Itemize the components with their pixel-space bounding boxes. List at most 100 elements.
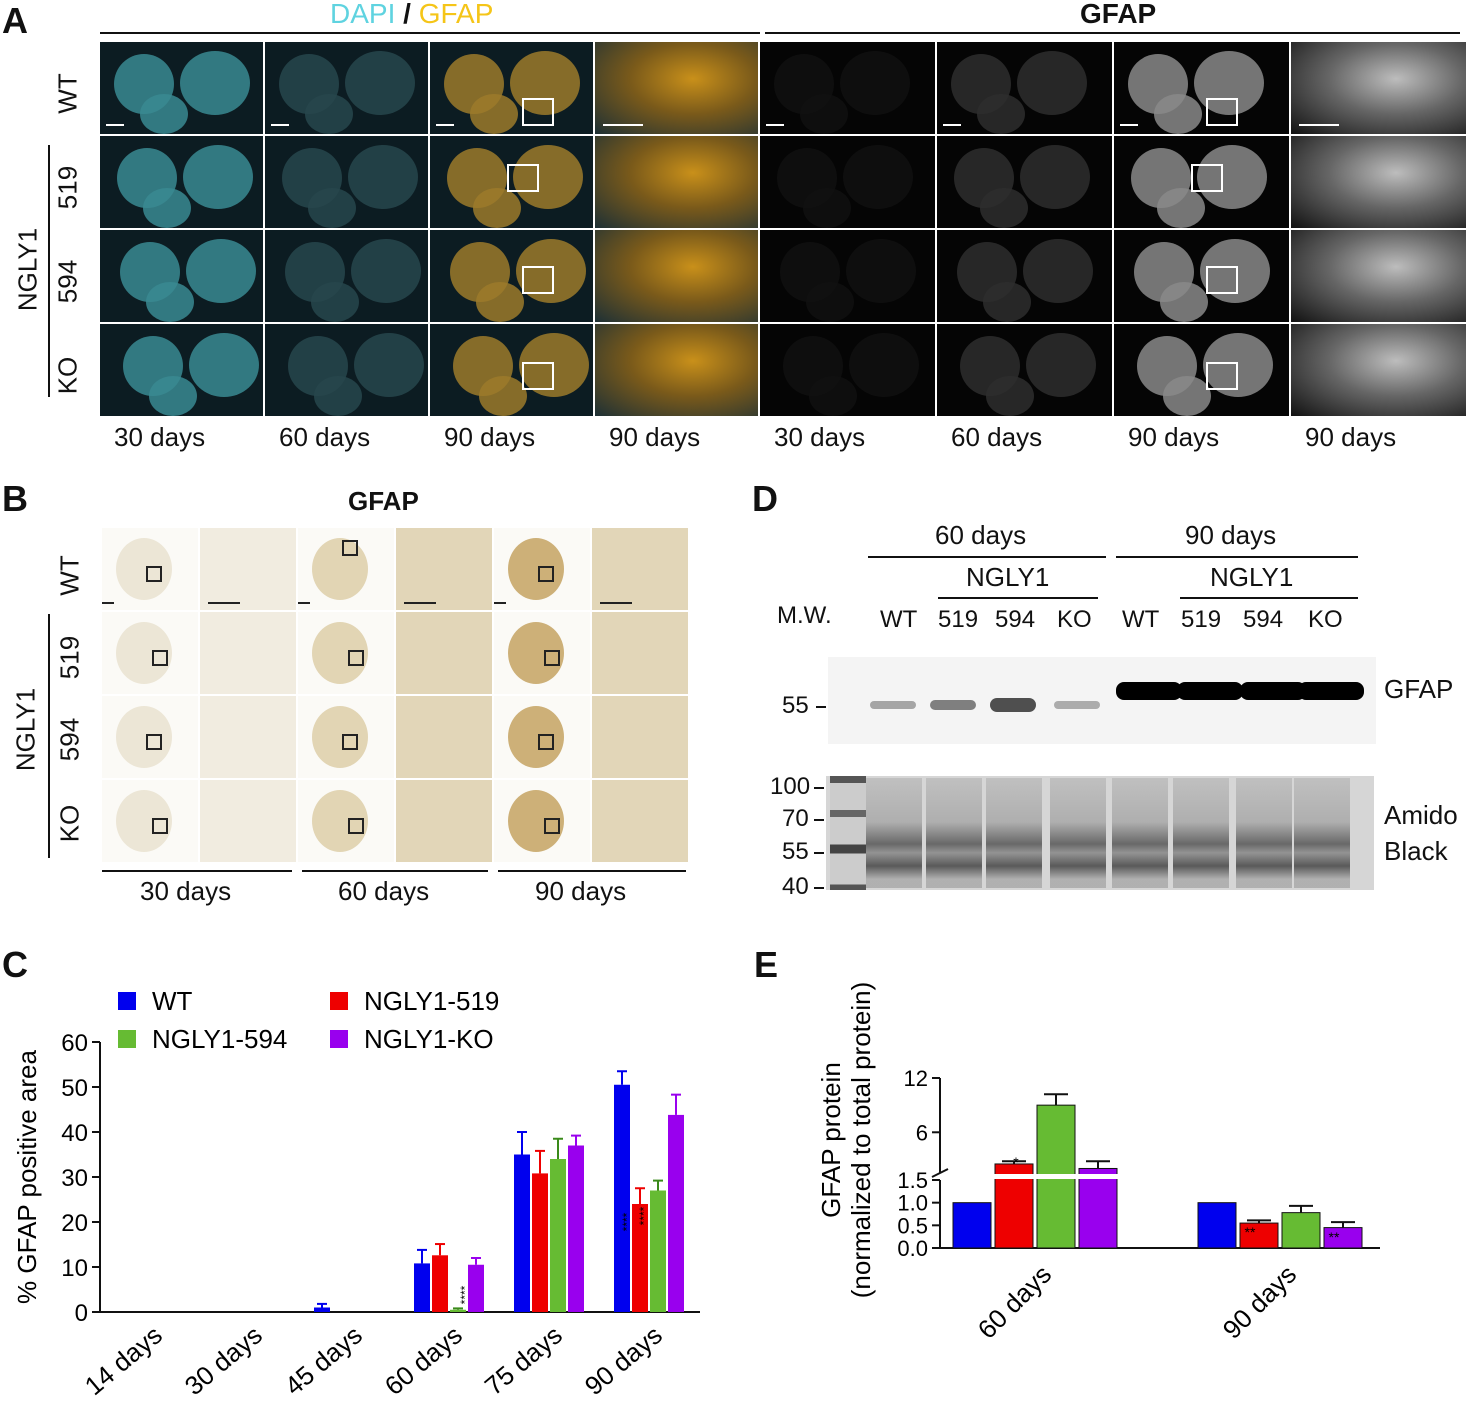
c-significance: **** xyxy=(458,1285,472,1304)
c-legend-swatch xyxy=(330,992,348,1010)
amido-label-2: Black xyxy=(1384,836,1448,866)
zoom-region-box xyxy=(522,98,554,126)
panel-a-image-r1-c1 xyxy=(265,136,428,228)
panel-b-row-594: 594 xyxy=(54,717,85,762)
panel-b-image-r1-c4 xyxy=(494,612,590,694)
amido-marker-lane xyxy=(830,776,866,890)
c-ytick-label: 20 xyxy=(61,1210,88,1237)
e-ytick-label: 6 xyxy=(916,1120,928,1145)
zoom-region-box xyxy=(538,566,554,582)
c-bar-WT-5 xyxy=(614,1084,630,1312)
panel-a-image-r2-c0 xyxy=(100,230,263,322)
panel-a-image-r3-c7 xyxy=(1291,324,1466,416)
panel-b-col-line-60 xyxy=(302,870,488,872)
c-legend-swatch xyxy=(118,992,136,1010)
organoid-section xyxy=(312,622,368,684)
scale-bar xyxy=(943,124,961,126)
organoid-section xyxy=(116,538,172,600)
c-ytick-label: 50 xyxy=(61,1075,88,1102)
panel-a-group-ngly1: NGLY1 xyxy=(12,227,43,312)
panel-d-subline-60 xyxy=(938,597,1098,599)
organoid-blob xyxy=(146,282,194,322)
panel-e-chart: 0.00.51.01.5 6 12 GFAP protein (normalized t… xyxy=(816,982,1380,1345)
panel-b-image-r3-c3 xyxy=(396,780,492,862)
panel-b-col-line-30 xyxy=(102,870,292,872)
panel-b-image-r2-c1 xyxy=(200,696,296,778)
e-ytick-label: 0.0 xyxy=(897,1236,928,1261)
zoom-region-box xyxy=(152,818,168,834)
organoid-section xyxy=(508,790,564,852)
organoid-blob xyxy=(308,188,356,228)
organoid-blob xyxy=(980,188,1028,228)
panel-a-image-r2-c3 xyxy=(595,230,758,322)
panel-b-image-r1-c2 xyxy=(298,612,394,694)
organoid-section xyxy=(116,790,172,852)
e-xtick-label: 60 days xyxy=(972,1259,1058,1345)
c-bar-NGLY1-KO-4 xyxy=(568,1145,584,1312)
organoid-blob xyxy=(519,333,589,397)
organoid-blob xyxy=(470,94,518,134)
amido-tick-100 xyxy=(814,787,824,789)
organoid-blob xyxy=(1160,282,1208,322)
zoom-region-box xyxy=(1191,164,1223,192)
zoom-region-box xyxy=(522,266,554,294)
panel-b-image-r2-c4 xyxy=(494,696,590,778)
panel-a-header-left: DAPI / GFAP xyxy=(330,0,493,30)
panel-a-image-r1-c0 xyxy=(100,136,263,228)
panel-b-image-r2-c2 xyxy=(298,696,394,778)
amido-lane-4 xyxy=(1112,778,1168,888)
panel-a-image-r0-c2 xyxy=(430,42,593,134)
zoom-region-box xyxy=(544,650,560,666)
c-ylabel: % GFAP positive area xyxy=(12,1050,42,1304)
panel-a-image-r0-c4 xyxy=(760,42,935,134)
organoid-blob xyxy=(977,94,1025,134)
organoid-blob xyxy=(840,51,910,115)
c-legend-swatch xyxy=(118,1030,136,1048)
lane-label-2: 594 xyxy=(995,606,1036,633)
amido-lane-2 xyxy=(986,778,1042,888)
gfap-band-7 xyxy=(1298,682,1364,700)
scale-bar xyxy=(271,124,289,126)
zoom-region-box xyxy=(152,650,168,666)
amido-black-blot xyxy=(826,776,1374,890)
panel-a-group-bracket xyxy=(48,145,50,397)
separator-label: / xyxy=(395,0,419,29)
c-legend-label: NGLY1-519 xyxy=(364,986,499,1016)
panel-c-chart: 0 10 20 30 40 50 60 % GFAP positive area 14 days… xyxy=(12,986,700,1402)
organoid-blob xyxy=(314,376,362,416)
zoom-region-box xyxy=(342,734,358,750)
organoid-blob xyxy=(305,94,353,134)
organoid-blob xyxy=(1026,333,1096,397)
panel-a-image-r1-c4 xyxy=(760,136,935,228)
scale-bar xyxy=(1120,124,1138,126)
zoom-region-box xyxy=(1206,266,1238,294)
panel-b-row-519: 519 xyxy=(54,635,85,680)
e-break-gap xyxy=(941,1174,1121,1179)
panel-a-image-r2-c1 xyxy=(265,230,428,322)
panel-letter-a: A xyxy=(2,0,28,41)
lane-label-6: 594 xyxy=(1243,606,1284,633)
amido-lane-1 xyxy=(926,778,982,888)
panel-a-image-r1-c2 xyxy=(430,136,593,228)
panel-b-group-bracket xyxy=(48,614,50,858)
panel-b-image-r0-c2 xyxy=(298,528,394,610)
e-bar-NGLY1-KO-0 xyxy=(1078,1167,1118,1249)
amido-lane-3 xyxy=(1050,778,1106,888)
amido-tick-55 xyxy=(814,852,824,854)
panel-b-image-r1-c5 xyxy=(592,612,688,694)
organoid-blob xyxy=(149,376,197,416)
organoid-blob xyxy=(473,188,521,228)
gfap-band-0 xyxy=(870,701,916,709)
gfap-marker-tick xyxy=(816,706,826,708)
panel-a-image-r1-c7 xyxy=(1291,136,1466,228)
panel-b-image-r2-c5 xyxy=(592,696,688,778)
panel-a-image-r3-c1 xyxy=(265,324,428,416)
organoid-blob xyxy=(510,51,580,115)
zoom-region-box xyxy=(342,540,358,556)
organoid-section xyxy=(312,790,368,852)
organoid-blob xyxy=(1163,376,1211,416)
c-bar-WT-3 xyxy=(414,1263,430,1312)
c-xtick-label: 90 days xyxy=(579,1320,668,1402)
organoid-section xyxy=(508,538,564,600)
panel-a-col-label-3: 90 days xyxy=(609,422,701,452)
